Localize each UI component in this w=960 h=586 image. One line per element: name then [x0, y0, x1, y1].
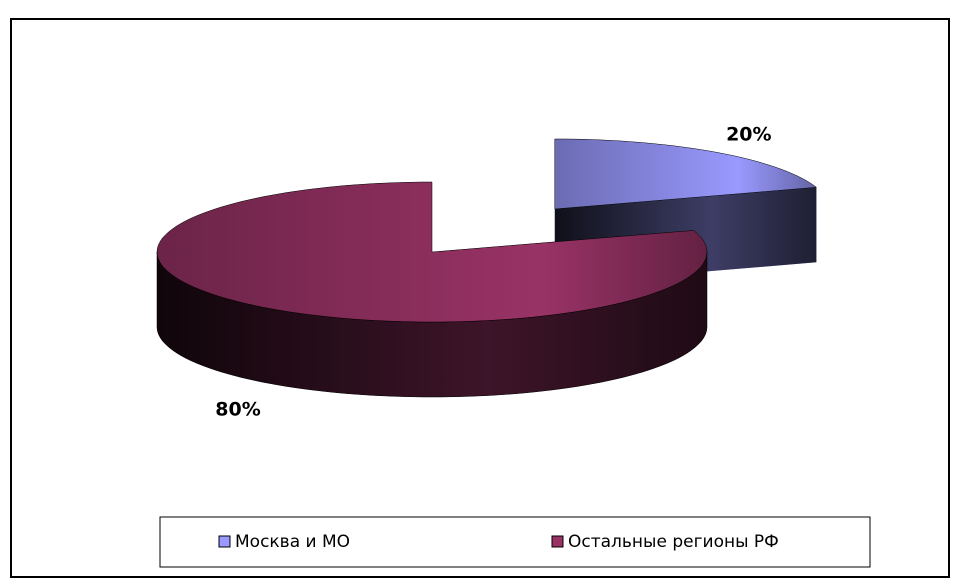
legend-label: Остальные регионы РФ: [568, 532, 779, 552]
legend-swatch: [218, 535, 231, 548]
legend-box: [159, 516, 871, 568]
data-label: 80%: [215, 398, 260, 420]
legend-label: Москва и МО: [235, 532, 350, 552]
legend-swatch: [551, 535, 564, 548]
slice-top-shade: [156, 181, 708, 323]
data-label: 20%: [726, 124, 771, 146]
slice-top-shade: [554, 138, 818, 210]
pie: 20% 80%: [156, 124, 818, 420]
legend: Москва и МО Остальные регионы РФ: [218, 532, 779, 552]
slice: [156, 181, 708, 398]
